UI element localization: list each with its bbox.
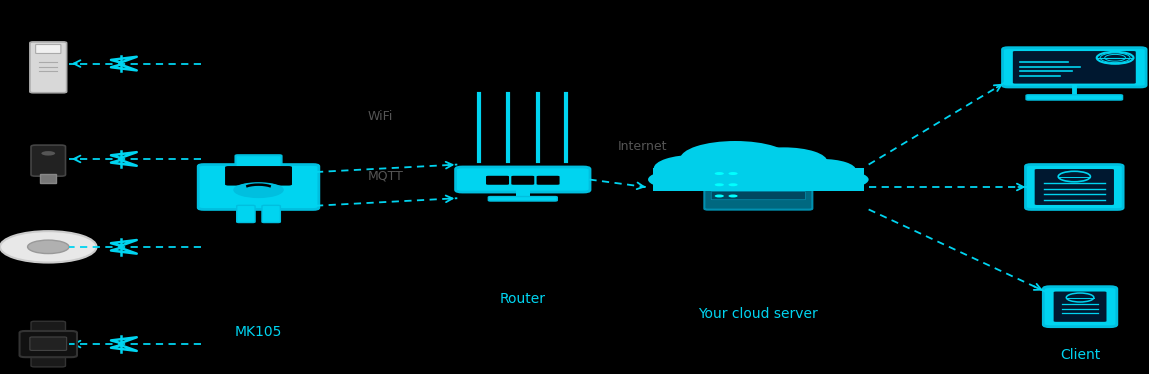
- FancyBboxPatch shape: [31, 353, 65, 367]
- Circle shape: [680, 141, 791, 177]
- Text: WiFi: WiFi: [368, 110, 393, 123]
- Circle shape: [728, 183, 738, 186]
- Text: Client: Client: [1059, 348, 1101, 362]
- FancyBboxPatch shape: [237, 205, 255, 223]
- FancyBboxPatch shape: [653, 168, 864, 191]
- Text: MK105: MK105: [234, 325, 283, 339]
- FancyBboxPatch shape: [1054, 292, 1106, 322]
- Circle shape: [787, 159, 856, 181]
- FancyBboxPatch shape: [711, 180, 805, 188]
- FancyBboxPatch shape: [40, 174, 56, 183]
- Circle shape: [0, 231, 97, 263]
- FancyBboxPatch shape: [31, 321, 65, 335]
- FancyBboxPatch shape: [30, 42, 67, 93]
- FancyBboxPatch shape: [511, 176, 534, 185]
- Circle shape: [715, 172, 724, 175]
- FancyBboxPatch shape: [1026, 95, 1123, 100]
- Circle shape: [740, 147, 827, 176]
- FancyBboxPatch shape: [455, 167, 591, 192]
- FancyBboxPatch shape: [236, 155, 282, 167]
- FancyBboxPatch shape: [488, 197, 557, 201]
- FancyBboxPatch shape: [486, 176, 509, 185]
- Text: Internet: Internet: [617, 140, 668, 153]
- FancyBboxPatch shape: [36, 45, 61, 53]
- FancyBboxPatch shape: [516, 189, 530, 198]
- FancyBboxPatch shape: [1025, 165, 1123, 209]
- Text: Router: Router: [500, 292, 546, 306]
- Circle shape: [28, 240, 69, 254]
- FancyBboxPatch shape: [1043, 287, 1117, 327]
- FancyBboxPatch shape: [198, 165, 318, 209]
- Circle shape: [233, 182, 284, 198]
- FancyBboxPatch shape: [711, 191, 805, 200]
- FancyBboxPatch shape: [704, 165, 812, 209]
- FancyBboxPatch shape: [1034, 169, 1113, 205]
- Circle shape: [715, 183, 724, 186]
- FancyBboxPatch shape: [31, 145, 65, 176]
- FancyBboxPatch shape: [1012, 51, 1135, 84]
- FancyBboxPatch shape: [225, 166, 292, 186]
- Text: Your cloud server: Your cloud server: [699, 307, 818, 321]
- FancyBboxPatch shape: [30, 337, 67, 350]
- Circle shape: [648, 171, 703, 188]
- Circle shape: [728, 194, 738, 197]
- Circle shape: [654, 155, 737, 182]
- Circle shape: [41, 151, 55, 156]
- Circle shape: [728, 172, 738, 175]
- FancyBboxPatch shape: [20, 331, 77, 357]
- FancyBboxPatch shape: [1002, 48, 1146, 87]
- FancyBboxPatch shape: [262, 205, 280, 223]
- Text: MQTT: MQTT: [368, 169, 403, 183]
- FancyBboxPatch shape: [711, 169, 805, 177]
- Circle shape: [715, 194, 724, 197]
- FancyBboxPatch shape: [537, 176, 560, 185]
- Circle shape: [813, 171, 869, 188]
